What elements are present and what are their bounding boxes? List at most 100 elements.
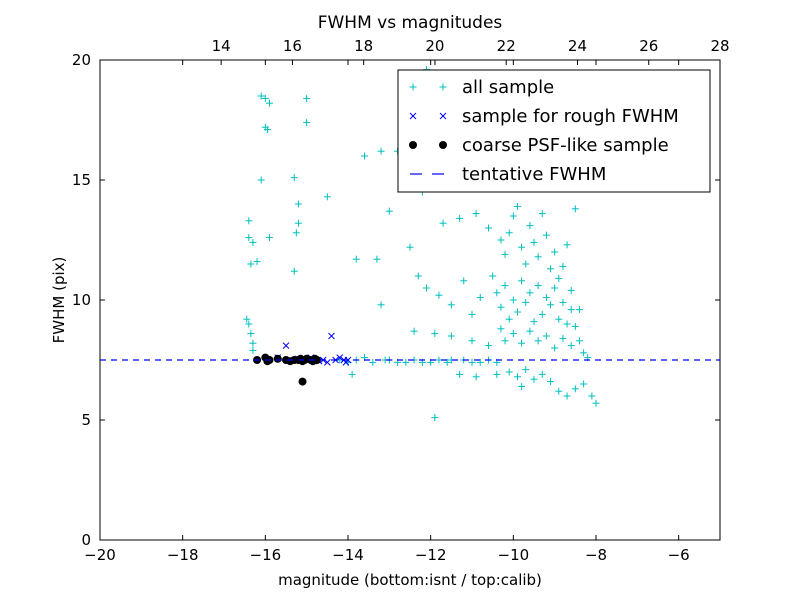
all-sample-point [303, 118, 311, 126]
all-sample-point [460, 277, 468, 285]
all-sample-point [265, 99, 273, 107]
all-sample-point [513, 308, 521, 316]
x-tick-label: −18 [167, 546, 199, 564]
top-axis-tick-label: 24 [568, 37, 587, 55]
all-sample-point [385, 207, 393, 215]
all-sample-point [513, 202, 521, 210]
psf-like-point [273, 354, 282, 363]
all-sample-point [265, 234, 273, 242]
y-tick-label: 10 [72, 291, 91, 309]
top-axis-tick-label: 14 [212, 37, 231, 55]
legend-marker [439, 112, 447, 120]
all-sample-point [522, 260, 530, 268]
all-sample-point [547, 301, 555, 309]
axes: −20 −18 −16 −14 −12 −10 −8 −6 14 16 18 20 22 24 26 28 0 5… [72, 37, 730, 564]
all-sample-point [402, 358, 410, 366]
y-tick-label: 5 [81, 411, 91, 429]
all-sample-point [547, 265, 555, 273]
all-sample-point [497, 325, 505, 333]
all-sample-point [361, 152, 369, 160]
y-tick-label: 15 [72, 171, 91, 189]
all-sample-point [571, 385, 579, 393]
x-tick-label: −16 [250, 546, 282, 564]
all-sample-point [526, 289, 534, 297]
psf-like-point [298, 377, 307, 386]
all-sample-point [439, 219, 447, 227]
all-sample-point [559, 334, 567, 342]
legend-marker [409, 141, 417, 149]
x-tick-label: −8 [585, 546, 607, 564]
all-sample-point [547, 378, 555, 386]
top-axis-tick-label: 26 [639, 37, 658, 55]
all-sample-point [522, 366, 530, 374]
rough-fwhm-point [328, 332, 335, 340]
all-sample-point [509, 330, 517, 338]
all-sample-point [410, 327, 418, 335]
all-sample-point [263, 126, 271, 134]
all-sample-point [249, 339, 257, 347]
all-sample-point [538, 210, 546, 218]
all-sample-point [542, 294, 550, 302]
all-sample-point [323, 193, 331, 201]
all-sample-point [472, 373, 480, 381]
rough-fwhm-point [282, 342, 290, 349]
all-sample-point [352, 255, 360, 263]
x-tick-label: −20 [84, 546, 116, 564]
all-sample-point [530, 238, 538, 246]
all-sample-point [509, 296, 517, 304]
all-sample-point [575, 337, 583, 345]
all-sample-point [534, 253, 542, 261]
all-sample-point [538, 310, 546, 318]
all-sample-point [435, 291, 443, 299]
all-sample-point [294, 200, 302, 208]
legend-label: all sample [462, 77, 554, 98]
all-sample-point [369, 358, 377, 366]
x-axis-label: magnitude (bottom:isnt / top:calib) [278, 571, 542, 589]
all-sample-point [290, 174, 298, 182]
all-sample-point [534, 282, 542, 290]
y-tick-label: 20 [72, 51, 91, 69]
all-sample-point [249, 346, 257, 354]
all-sample-point [257, 92, 265, 100]
all-sample-point [551, 344, 559, 352]
all-sample-point [567, 342, 575, 350]
all-sample-point [247, 260, 255, 268]
legend-item: coarse PSF-like sample [409, 135, 669, 156]
all-sample-point [563, 241, 571, 249]
legend-marker [409, 112, 417, 120]
all-sample-point [292, 229, 300, 237]
all-sample-point [571, 205, 579, 213]
all-sample-point [303, 94, 311, 102]
all-sample-point [509, 212, 517, 220]
all-sample-point [423, 284, 431, 292]
all-sample-point [485, 342, 493, 350]
all-sample-point [468, 337, 476, 345]
all-sample-point [456, 214, 464, 222]
top-axis-tick-label: 16 [283, 37, 302, 55]
all-sample-point [245, 320, 253, 328]
all-sample-point [526, 222, 534, 230]
all-sample-point [551, 248, 559, 256]
all-sample-point [555, 274, 563, 282]
all-sample-point [447, 301, 455, 309]
all-sample-point [501, 250, 509, 258]
all-sample-point [447, 332, 455, 340]
all-sample-point [243, 315, 251, 323]
top-axis-tick-label: 18 [354, 37, 373, 55]
all-sample-point [377, 147, 385, 155]
all-sample-point [513, 373, 521, 381]
all-sample-point [530, 375, 538, 383]
all-sample-point [489, 272, 497, 280]
all-sample-point [501, 337, 509, 345]
all-sample-point [555, 387, 563, 395]
all-sample-point [493, 289, 501, 297]
all-sample-point [497, 303, 505, 311]
all-sample-point [290, 267, 298, 275]
all-sample-point [542, 332, 550, 340]
all-sample-point [414, 272, 422, 280]
all-sample-point [261, 94, 269, 102]
all-sample-point [406, 243, 414, 251]
all-sample-point [542, 231, 550, 239]
legend-item: sample for rough FWHM [409, 106, 679, 127]
all-sample-point [476, 294, 484, 302]
